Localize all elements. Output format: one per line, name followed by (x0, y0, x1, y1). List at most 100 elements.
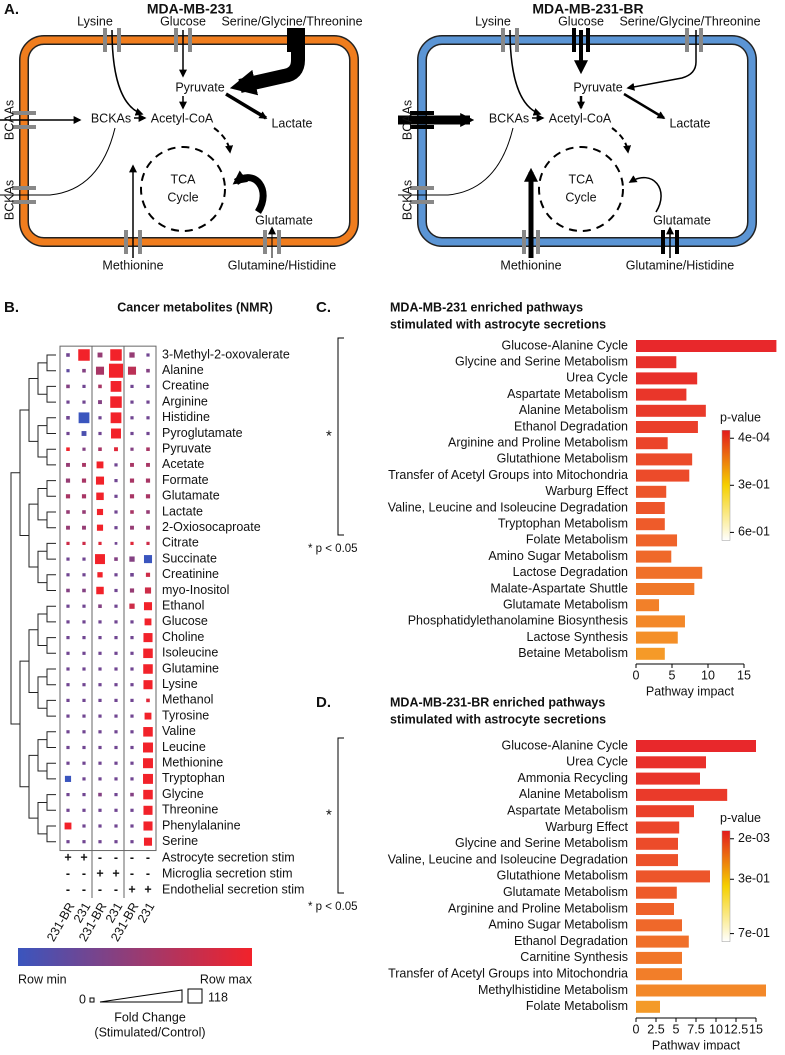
category-label: Transfer of Acetyl Groups into Mitochond… (388, 966, 628, 980)
stimulus-sign: + (112, 866, 119, 880)
heatmap-cell (114, 463, 118, 467)
dendrogram-branch (37, 739, 47, 772)
bar (636, 854, 678, 867)
category-label: Malate-Aspartate Shuttle (490, 581, 628, 595)
heatmap-cell (66, 808, 70, 812)
heatmap-cell (66, 683, 70, 687)
bar (636, 583, 695, 595)
category-label: Amino Sugar Metabolism (488, 549, 628, 563)
heatmap-cell (143, 633, 153, 643)
bar (636, 1000, 660, 1013)
transporter (277, 230, 281, 254)
size-scale-small (89, 997, 95, 1003)
metabolite-label: Serine (162, 834, 198, 848)
bar (636, 903, 674, 915)
metabolite-label: Lactate (271, 116, 312, 130)
heatmap-cell (130, 730, 134, 734)
metabolite-label: BCKAs (91, 111, 131, 125)
heatmap-cell (82, 793, 86, 797)
heatmap-cell (66, 400, 70, 404)
heatmap-cell (82, 588, 86, 593)
flux-arrow (509, 29, 542, 116)
significance-note: * p < 0.05 (308, 901, 358, 913)
category-label: Glycine and Serine Metabolism (455, 354, 628, 368)
transporter (410, 111, 434, 115)
dendrogram-branch (46, 480, 56, 497)
heatmap-cell (98, 620, 102, 624)
metabolite-label: Serine/Glycine/Threonine (221, 14, 362, 28)
heatmap-cell (82, 447, 86, 451)
heatmap-cell (114, 604, 118, 608)
heatmap-title: Cancer metabolites (NMR) (117, 300, 273, 314)
heatmap-frame (59, 345, 157, 852)
metabolite-label: Phenylalanine (162, 818, 241, 832)
map-title: MDA-MB-231 (147, 1, 234, 17)
heatmap-cell (130, 808, 134, 812)
significance-marker: * (326, 427, 332, 444)
chart-title: stimulated with astrocyte secretions (390, 317, 606, 331)
stimulus-sign: + (80, 850, 87, 864)
category-label: Aspartate Metabolism (507, 803, 628, 817)
stimulus-sign: - (146, 866, 150, 880)
heatmap-cell (78, 412, 90, 424)
category-label: Folate Metabolism (526, 999, 628, 1013)
heatmap-cell (130, 541, 134, 545)
dendrogram-branch (28, 629, 38, 694)
stimulus-sign: - (66, 882, 70, 896)
significance-bracket (337, 737, 344, 894)
metabolite-label: myo-Inositol (162, 583, 229, 597)
heatmap-cell (146, 510, 150, 514)
heatmap-cell (145, 478, 151, 483)
transporter (12, 186, 36, 190)
heatmap-cell (130, 525, 134, 530)
transporter (586, 28, 590, 52)
colorbar-title: p-value (720, 411, 761, 425)
cell-membrane (418, 36, 756, 246)
flux-arrow (611, 127, 632, 154)
heatmap-cell (66, 384, 70, 389)
flux-arrow (628, 175, 662, 213)
metabolite-label: Creatine (162, 379, 209, 393)
size-scale-large (187, 988, 203, 1004)
cell-membrane (20, 36, 358, 246)
heatmap-cell (98, 651, 102, 655)
metabolite-label: Lysine (77, 14, 113, 28)
metabolite-label: BCKAs (489, 111, 529, 125)
heatmap-cell (114, 651, 118, 655)
heatmap-cell (130, 651, 134, 655)
category-label: Warburg Effect (545, 484, 628, 498)
metabolite-label: Glucose (160, 14, 206, 28)
heatmap-cell (66, 510, 70, 514)
category-label: Ammonia Recycling (518, 771, 629, 785)
heatmap-cell (96, 461, 104, 469)
category-label: Tryptophan Metabolism (498, 516, 628, 530)
heatmap-cell (82, 745, 86, 750)
heatmap-cell (114, 745, 118, 750)
dendrogram-branch (37, 676, 47, 709)
heatmap-cell (66, 793, 70, 797)
bar (636, 919, 682, 932)
chart-title: MDA-MB-231-BR enriched pathways (390, 695, 605, 709)
heatmap-cell (98, 730, 102, 734)
heatmap-cell (146, 384, 150, 388)
metabolite-label: Threonine (162, 803, 218, 817)
heatmap-cell (98, 541, 102, 545)
x-tick-label: 12.5 (724, 1022, 748, 1036)
heatmap-cell (66, 557, 70, 561)
dendrogram-branch (46, 825, 56, 843)
heatmap-cell (146, 416, 150, 420)
heatmap-cell (98, 745, 102, 750)
metabolite-label: Arginine (162, 394, 208, 408)
heatmap-cell (130, 510, 134, 514)
size-scale-title: Fold Change (114, 1010, 186, 1024)
bar (636, 502, 665, 514)
heatmap-cell (81, 431, 87, 436)
colorbar-tick-label: 4e-04 (738, 431, 770, 445)
stimulus-sign: - (130, 850, 134, 864)
bar (636, 788, 728, 801)
metabolite-label: Serine/Glycine/Threonine (619, 14, 760, 28)
heatmap-cell (111, 428, 121, 439)
colorbar (721, 830, 731, 942)
transporter (117, 28, 121, 52)
